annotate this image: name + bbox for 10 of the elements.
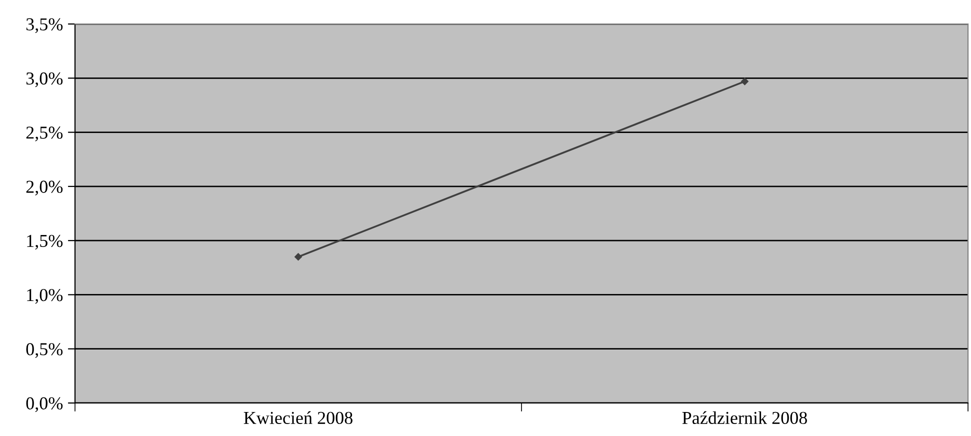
y-tick-label: 3,5%	[26, 18, 63, 34]
y-tick-label: 0,0%	[26, 397, 63, 412]
y-tick-label: 2,5%	[26, 126, 63, 142]
y-tick-label: 1,5%	[27, 234, 63, 250]
y-tick-label: 2,0%	[26, 180, 63, 196]
y-tick-label: 3,0%	[26, 72, 63, 88]
y-tick-label: 1,0%	[27, 288, 63, 304]
x-tick-label: Kwiecień 2008	[244, 411, 352, 424]
x-tick-label: Październik 2008	[682, 411, 807, 424]
y-tick-label: 0,5%	[26, 343, 63, 358]
